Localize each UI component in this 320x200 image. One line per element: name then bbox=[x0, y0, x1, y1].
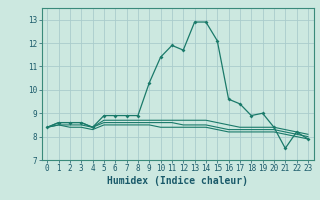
X-axis label: Humidex (Indice chaleur): Humidex (Indice chaleur) bbox=[107, 176, 248, 186]
